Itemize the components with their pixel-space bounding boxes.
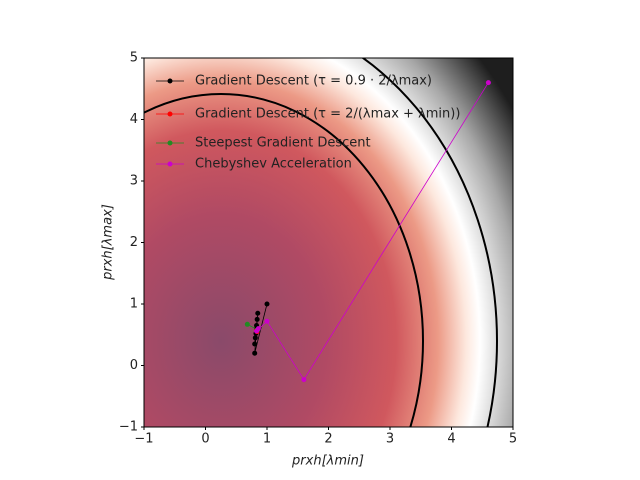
point bbox=[252, 341, 258, 347]
legend-label: Steepest Gradient Descent bbox=[195, 136, 371, 151]
y-tick-label: 4 bbox=[130, 112, 138, 127]
legend-label: Gradient Descent (τ = 0.9 · 2/λmax) bbox=[195, 74, 432, 89]
legend-marker bbox=[167, 111, 173, 117]
y-tick-label: 2 bbox=[130, 235, 138, 250]
x-tick-label: 2 bbox=[324, 432, 332, 447]
x-tick-label: 3 bbox=[386, 432, 394, 447]
point bbox=[244, 321, 250, 327]
point bbox=[264, 318, 270, 324]
y-tick-label: 1 bbox=[130, 297, 138, 312]
point bbox=[254, 316, 260, 322]
y-tick-label: −1 bbox=[119, 420, 138, 435]
x-tick-label: 5 bbox=[509, 432, 517, 447]
point bbox=[255, 310, 261, 316]
point bbox=[252, 335, 258, 341]
legend-marker bbox=[167, 78, 173, 84]
background bbox=[144, 58, 513, 427]
x-tick-label: 1 bbox=[263, 432, 271, 447]
legend-marker bbox=[167, 140, 173, 146]
point bbox=[252, 350, 258, 356]
y-tick-label: 5 bbox=[130, 51, 138, 66]
x-tick-label: −1 bbox=[134, 432, 153, 447]
legend-label: Chebyshev Acceleration bbox=[195, 157, 352, 172]
legend-label: Gradient Descent (τ = 2/(λmax + λmin)) bbox=[195, 107, 460, 122]
point bbox=[485, 80, 491, 86]
y-tick-label: 0 bbox=[130, 358, 138, 373]
y-tick-label: 3 bbox=[130, 174, 138, 189]
point bbox=[255, 326, 261, 332]
x-tick-label: 0 bbox=[201, 432, 209, 447]
x-axis-label: prxh[λmin] bbox=[291, 454, 364, 469]
y-axis-label: prxh[λmax] bbox=[101, 204, 116, 281]
point bbox=[301, 377, 307, 383]
x-tick-label: 4 bbox=[447, 432, 455, 447]
legend-marker bbox=[167, 161, 173, 167]
point bbox=[264, 301, 270, 307]
